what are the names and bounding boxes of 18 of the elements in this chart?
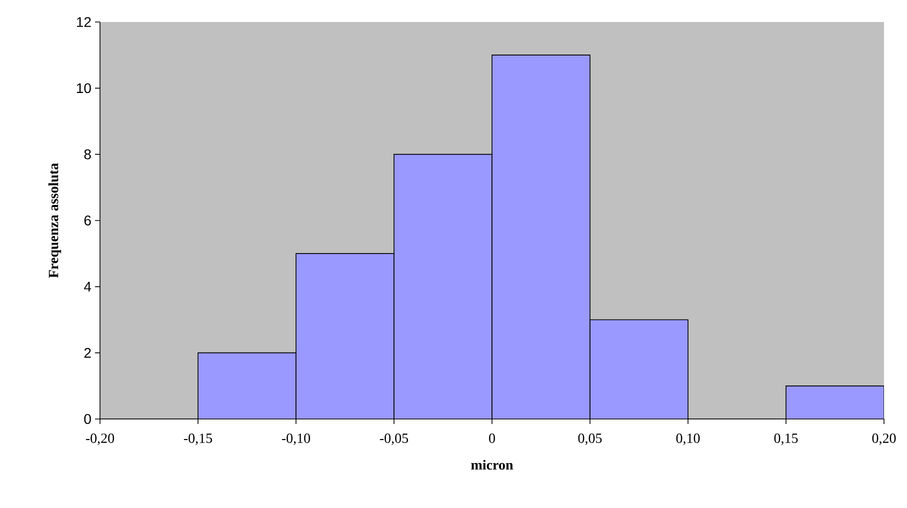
y-tick-label: 4 — [84, 282, 92, 292]
x-tick-label: -0,15 — [184, 434, 212, 445]
x-tick-label: 0,10 — [676, 434, 700, 445]
y-tick-label: 2 — [84, 348, 91, 358]
x-tick-label: 0,15 — [774, 434, 798, 445]
x-tick-label: 0 — [489, 434, 495, 443]
x-tick-label: -0,20 — [86, 434, 114, 445]
x-tick-label: -0,05 — [380, 434, 408, 445]
y-tick-label: 12 — [76, 17, 91, 27]
x-tick-label: -0,10 — [282, 434, 310, 445]
x-axis-title: micron — [471, 460, 514, 470]
y-axis-title: Frequenza assoluta — [48, 163, 62, 278]
y-tick-label: 8 — [84, 149, 91, 160]
x-tick-label: 0,20 — [872, 434, 896, 445]
y-tick-label: 6 — [84, 216, 91, 226]
y-tick-label: 10 — [76, 83, 91, 94]
y-tick-label: 0 — [84, 414, 91, 424]
x-tick-label: 0,05 — [578, 434, 602, 445]
